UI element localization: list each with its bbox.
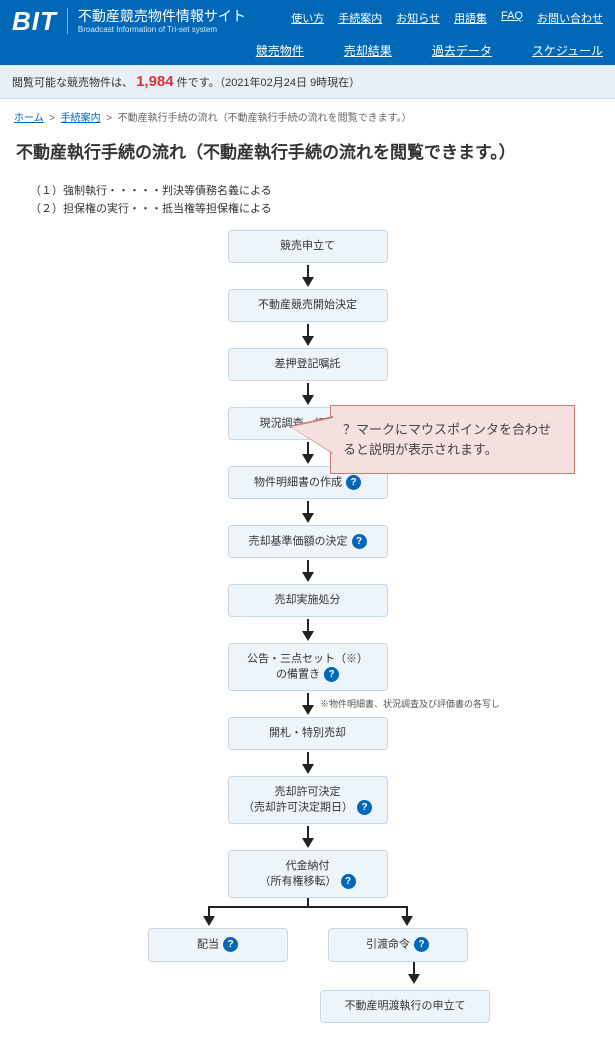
- flow-node-label: 売却許可決定 （売却許可決定期日）: [243, 786, 353, 813]
- flow-node: 差押登記嘱託: [228, 348, 388, 381]
- callout: ？マークにマウスポインタを合わせると説明が表示されます。: [330, 405, 575, 474]
- flow-node-label: 売却基準価額の決定: [249, 536, 348, 548]
- callout-text: ？マークにマウスポインタを合わせると説明が表示されます。: [343, 422, 551, 457]
- flow-node-label: 不動産競売開始決定: [258, 299, 357, 311]
- site-title: 不動産競売物件情報サイト: [78, 8, 246, 25]
- top-link[interactable]: 使い方: [291, 10, 324, 26]
- top-link[interactable]: お知らせ: [396, 10, 440, 26]
- flow-node: 公告・三点セット（※） の備置き?: [228, 643, 388, 691]
- breadcrumb-link[interactable]: ホーム: [14, 113, 44, 124]
- flow-node-label: 売却実施処分: [275, 594, 341, 606]
- help-icon[interactable]: ?: [414, 937, 429, 952]
- breadcrumb-current: 不動産執行手続の流れ（不動産執行手続の流れを閲覧できます。）: [118, 113, 412, 124]
- nav-item[interactable]: 競売物件: [256, 42, 304, 59]
- help-icon[interactable]: ?: [357, 800, 372, 815]
- help-icon[interactable]: ?: [346, 475, 361, 490]
- flow-node: 売却許可決定 （売却許可決定期日）?: [228, 776, 388, 824]
- top-links: 使い方 手続案内 お知らせ 用語集 FAQ お問い合わせ: [291, 8, 603, 26]
- logo: BIT: [12, 8, 68, 34]
- flow-node: 開札・特別売却: [228, 717, 388, 750]
- help-icon[interactable]: ?: [341, 874, 356, 889]
- nav-item[interactable]: スケジュール: [532, 42, 603, 59]
- top-link[interactable]: 用語集: [454, 10, 487, 26]
- flow-node-label: 競売申立て: [280, 240, 335, 252]
- branch-row: 配当?引渡命令?: [0, 928, 615, 961]
- breadcrumb-link[interactable]: 手続案内: [61, 113, 101, 124]
- flowchart: 競売申立て不動産競売開始決定差押登記嘱託現況調査・評価?物件明細書の作成?売却基…: [0, 224, 615, 1042]
- note-line: （１）強制執行・・・・・判決等債務名義による: [30, 183, 585, 201]
- status-count: 1,984: [136, 73, 174, 90]
- flow-node: 不動産明渡執行の申立て: [320, 990, 490, 1023]
- flow-node: 配当?: [148, 928, 288, 961]
- note-line: （２）担保権の実行・・・抵当権等担保権による: [30, 201, 585, 219]
- flow-node-label: 差押登記嘱託: [275, 358, 341, 370]
- status-bar: 閲覧可能な競売物件は、 1,984 件です。（2021年02月24日 9時現在）: [0, 65, 615, 99]
- flow-node: 売却実施処分: [228, 584, 388, 617]
- top-link[interactable]: お問い合わせ: [537, 10, 603, 26]
- site-subtitle: Broadcast Information of Tri-set system: [78, 25, 246, 34]
- flow-node-label: 不動産明渡執行の申立て: [345, 1000, 466, 1012]
- flow-node-label: 開札・特別売却: [269, 727, 346, 739]
- flow-branch: [128, 898, 488, 928]
- flow-node-label: 代金納付 （所有権移転）: [260, 860, 337, 887]
- top-link[interactable]: FAQ: [501, 10, 523, 26]
- flow-node: 競売申立て: [228, 230, 388, 263]
- site-title-block: 不動産競売物件情報サイト Broadcast Information of Tr…: [78, 8, 246, 34]
- main-nav: 競売物件 売却結果 過去データ スケジュール: [12, 42, 603, 59]
- callout-tail: [289, 416, 333, 454]
- nav-item[interactable]: 売却結果: [344, 42, 392, 59]
- flow-node: 代金納付 （所有権移転）?: [228, 850, 388, 898]
- help-icon[interactable]: ?: [352, 534, 367, 549]
- flow-node-label: 配当: [197, 939, 219, 951]
- breadcrumb: ホーム > 手続案内 > 不動産執行手続の流れ（不動産執行手続の流れを閲覧できま…: [0, 99, 615, 128]
- flow-node: 売却基準価額の決定?: [228, 525, 388, 558]
- flow-connector: [128, 962, 488, 990]
- flow-node-label: 引渡命令: [366, 939, 410, 951]
- sidenote: ※物件明細書、状況調査及び評価書の各写し: [320, 697, 520, 710]
- notes: （１）強制執行・・・・・判決等債務名義による （２）担保権の実行・・・抵当権等担…: [0, 173, 615, 224]
- status-prefix: 閲覧可能な競売物件は、: [12, 77, 133, 89]
- top-link[interactable]: 手続案内: [338, 10, 382, 26]
- nav-item[interactable]: 過去データ: [432, 42, 492, 59]
- site-header: BIT 不動産競売物件情報サイト Broadcast Information o…: [0, 0, 615, 65]
- flow-node-label: 物件明細書の作成: [254, 476, 342, 488]
- status-suffix: 件です。（2021年02月24日 9時現在）: [177, 77, 361, 89]
- flow-node: 引渡命令?: [328, 928, 468, 961]
- flow-node: 不動産競売開始決定: [228, 289, 388, 322]
- help-icon[interactable]: ?: [324, 667, 339, 682]
- help-icon[interactable]: ?: [223, 937, 238, 952]
- flow-node-label: 公告・三点セット（※） の備置き: [247, 653, 368, 680]
- page-title: 不動産執行手続の流れ（不動産執行手続の流れを閲覧できます。）: [0, 128, 615, 173]
